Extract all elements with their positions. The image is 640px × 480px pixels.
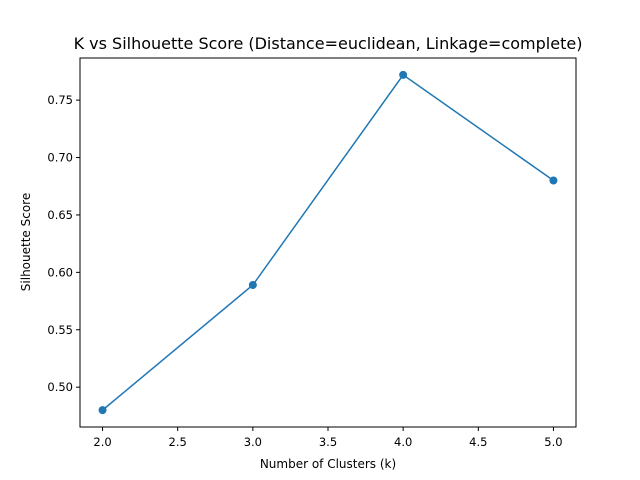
x-tick-label: 4.0 [394, 435, 412, 449]
y-tick-label: 0.65 [47, 208, 73, 222]
x-tick-label: 2.0 [93, 435, 111, 449]
data-point [399, 70, 408, 79]
series-line [102, 73, 554, 411]
y-tick-label: 0.75 [47, 93, 73, 107]
chart-title: K vs Silhouette Score (Distance=euclidea… [74, 34, 583, 53]
data-point [549, 176, 558, 185]
x-tick-label: 3.0 [244, 435, 262, 449]
plot-frame [79, 57, 577, 428]
y-tick-label: 0.55 [47, 323, 73, 337]
y-tick-label: 0.70 [47, 151, 73, 165]
x-tick-label: 4.5 [469, 435, 487, 449]
y-tick-label: 0.50 [47, 380, 73, 394]
y-axis-label: Silhouette Score [19, 193, 33, 291]
data-point [248, 280, 257, 289]
x-axis-label: Number of Clusters (k) [260, 457, 396, 471]
x-tick-label: 2.5 [169, 435, 187, 449]
data-point [98, 406, 107, 415]
y-tick-label: 0.60 [47, 265, 73, 279]
plot-area [98, 70, 558, 415]
y-axis-ticks: 0.50 0.55 0.60 0.65 0.70 0.75 [47, 93, 80, 394]
x-axis-ticks: 2.0 2.5 3.0 3.5 4.0 4.5 5.0 [93, 427, 563, 449]
x-tick-label: 3.5 [319, 435, 337, 449]
x-tick-label: 5.0 [544, 435, 562, 449]
